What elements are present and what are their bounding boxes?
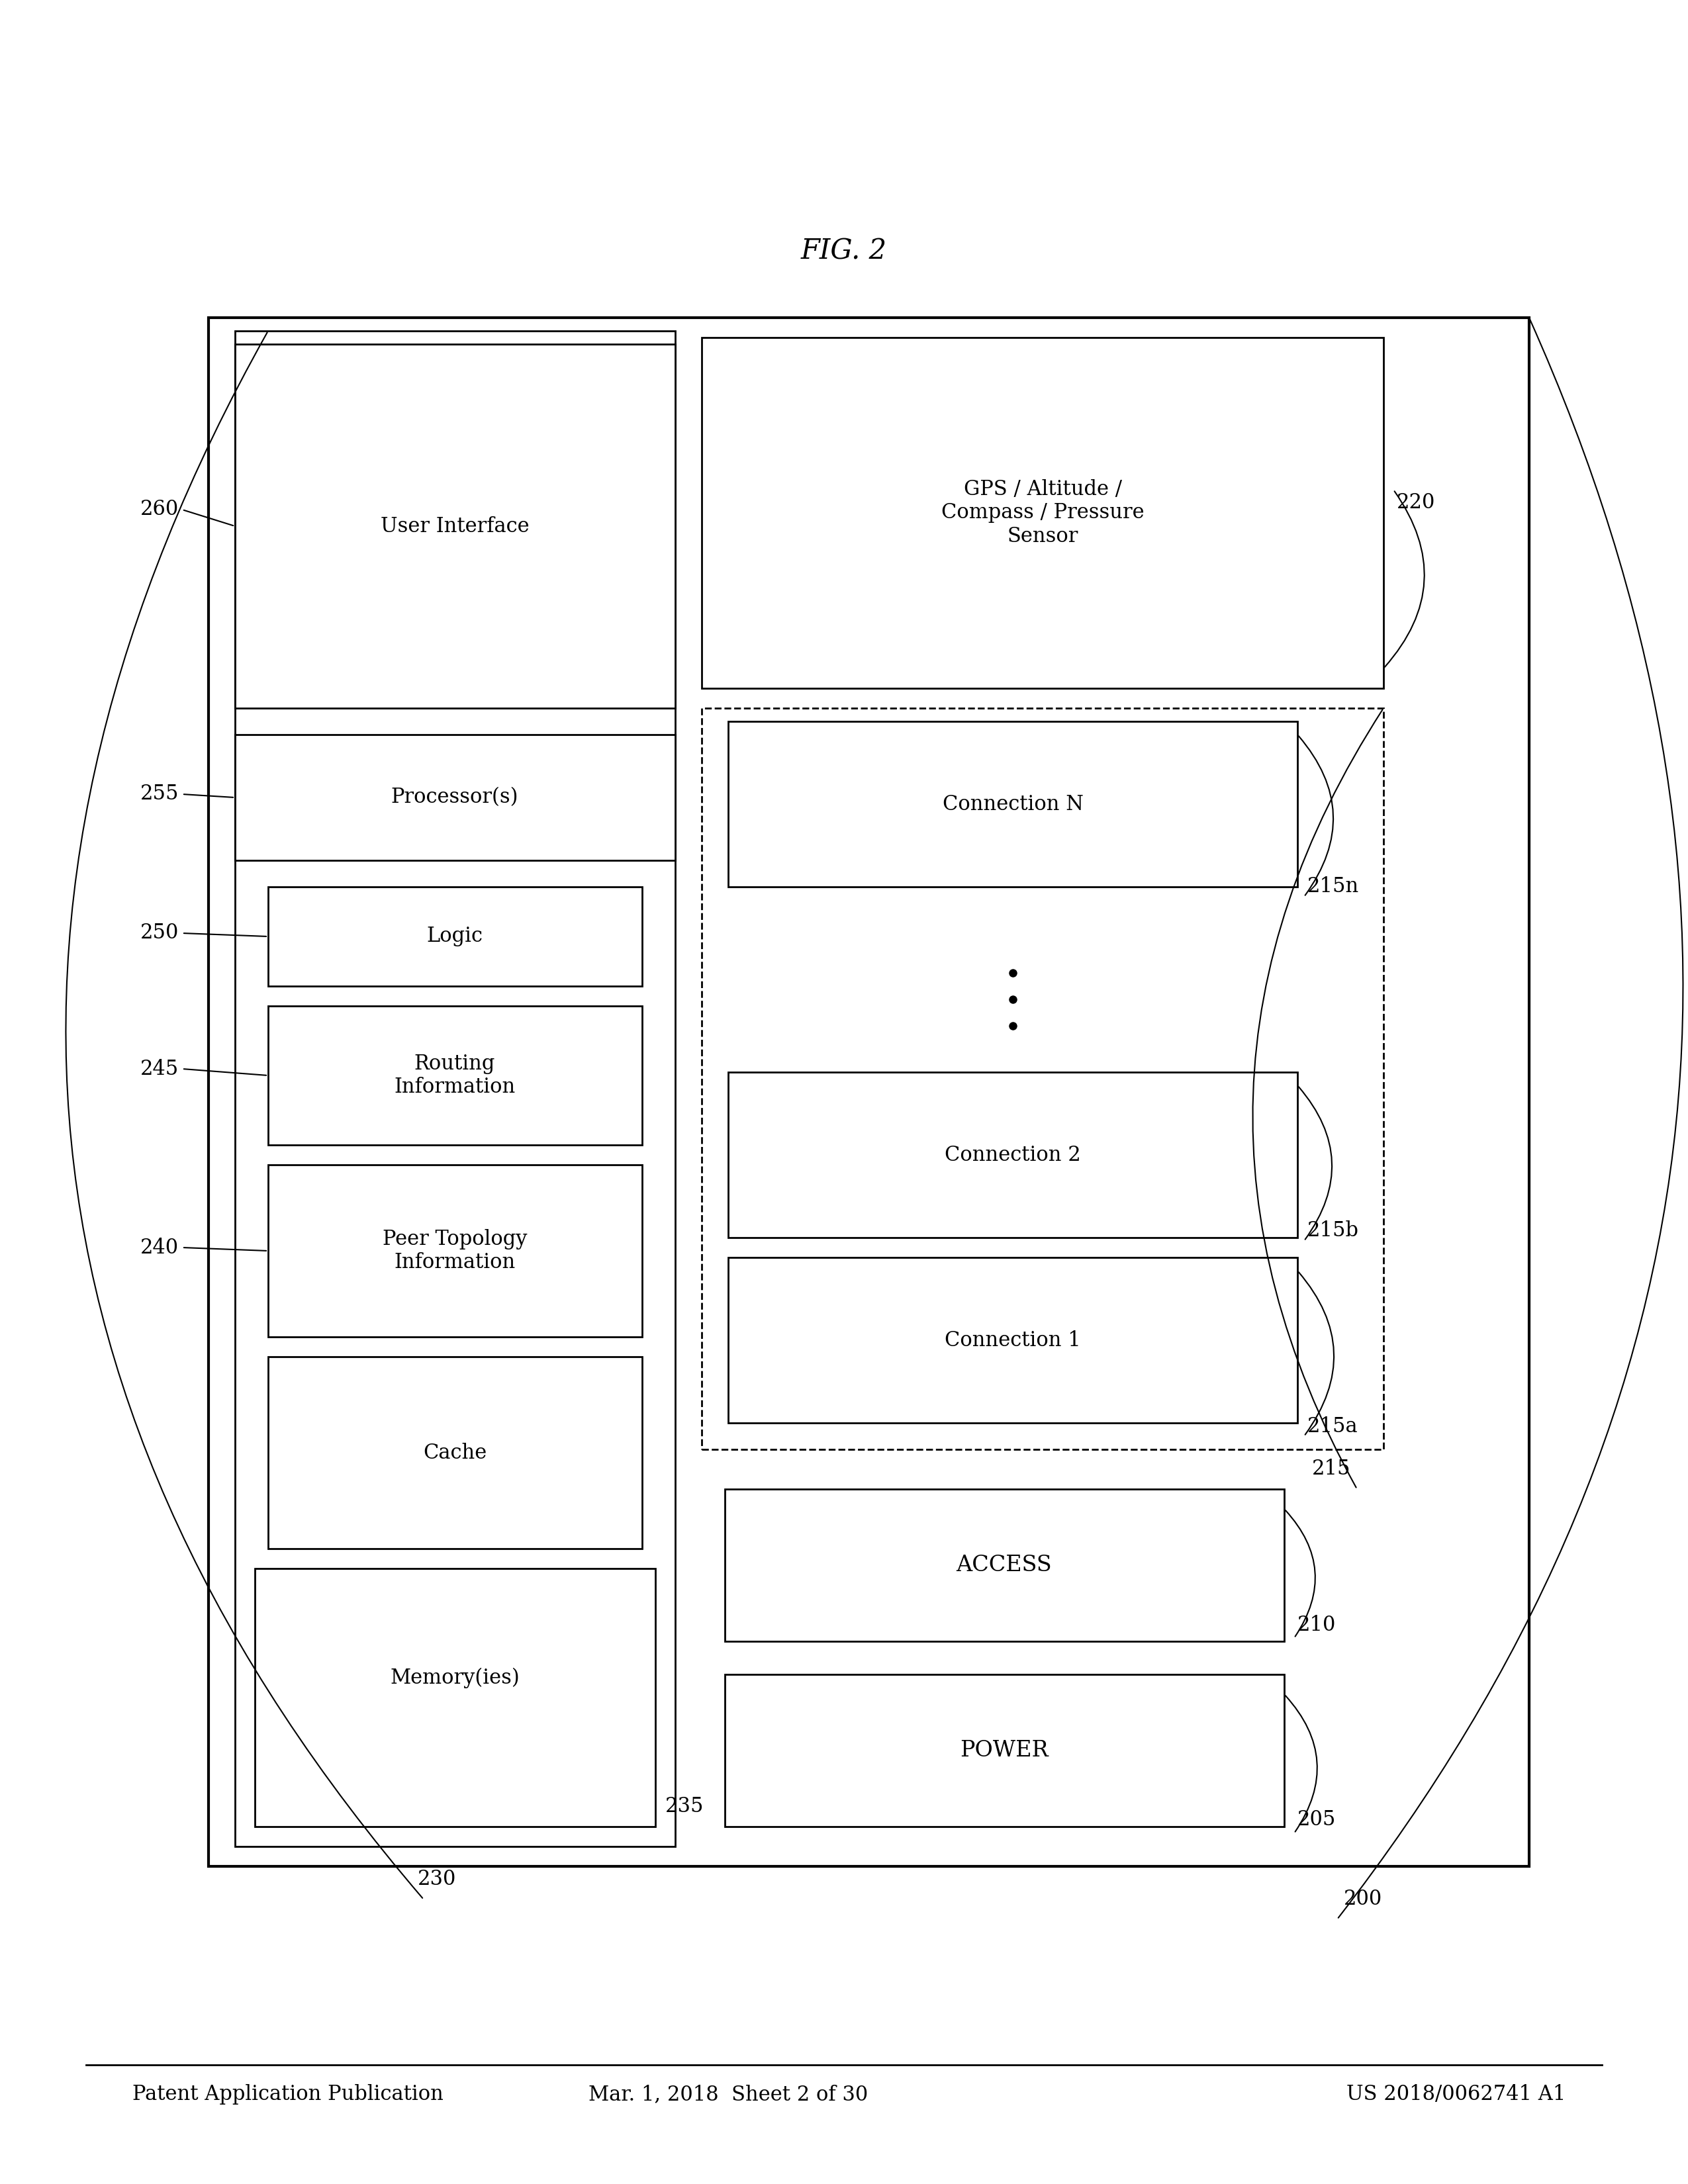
Text: 235: 235: [665, 1797, 704, 1817]
Bar: [268, 1007, 641, 1144]
Text: Mar. 1, 2018  Sheet 2 of 30: Mar. 1, 2018 Sheet 2 of 30: [589, 2084, 868, 2105]
Text: Logic: Logic: [427, 926, 483, 946]
Bar: [268, 1164, 641, 1337]
Text: 240: 240: [140, 1238, 179, 1258]
Text: 215: 215: [1312, 1459, 1350, 1479]
Text: Connection N: Connection N: [942, 793, 1084, 815]
Bar: [728, 721, 1298, 887]
Text: Connection 2: Connection 2: [945, 1144, 1080, 1164]
Bar: [268, 1356, 641, 1548]
Text: Routing
Information: Routing Information: [393, 1053, 515, 1099]
Text: 215n: 215n: [1308, 876, 1359, 898]
Text: ACCESS: ACCESS: [957, 1555, 1052, 1577]
Bar: [702, 708, 1384, 1450]
Text: 220: 220: [1396, 494, 1435, 513]
Text: Patent Application Publication: Patent Application Publication: [132, 2084, 444, 2105]
Bar: [724, 1489, 1285, 1642]
Bar: [235, 734, 675, 860]
Text: Memory(ies): Memory(ies): [390, 1666, 520, 1688]
Bar: [255, 1568, 655, 1826]
Text: Connection 1: Connection 1: [945, 1330, 1080, 1350]
Bar: [728, 1072, 1298, 1238]
Bar: [702, 339, 1384, 688]
Text: 205: 205: [1298, 1811, 1337, 1830]
Text: 250: 250: [140, 924, 179, 943]
Bar: [268, 887, 641, 987]
Text: Processor(s): Processor(s): [392, 786, 518, 808]
Text: 230: 230: [417, 1870, 456, 1889]
Text: 260: 260: [140, 500, 179, 520]
Text: 210: 210: [1298, 1614, 1337, 1636]
Bar: [235, 332, 675, 1845]
Text: FIG. 2: FIG. 2: [800, 238, 888, 266]
Text: GPS / Altitude /
Compass / Pressure
Sensor: GPS / Altitude / Compass / Pressure Sens…: [942, 478, 1144, 546]
Bar: [209, 317, 1529, 1867]
Text: 215b: 215b: [1308, 1221, 1359, 1241]
Text: Peer Topology
Information: Peer Topology Information: [383, 1230, 527, 1273]
Text: 215a: 215a: [1308, 1415, 1359, 1437]
Text: US 2018/0062741 A1: US 2018/0062741 A1: [1347, 2084, 1566, 2105]
Text: POWER: POWER: [960, 1741, 1048, 1760]
Bar: [724, 1675, 1285, 1826]
Bar: [235, 345, 675, 708]
Text: 200: 200: [1344, 1889, 1382, 1909]
Bar: [728, 1258, 1298, 1424]
Text: 245: 245: [140, 1059, 179, 1079]
Text: Cache: Cache: [424, 1441, 486, 1463]
Text: 255: 255: [140, 784, 179, 804]
Text: User Interface: User Interface: [380, 515, 528, 537]
